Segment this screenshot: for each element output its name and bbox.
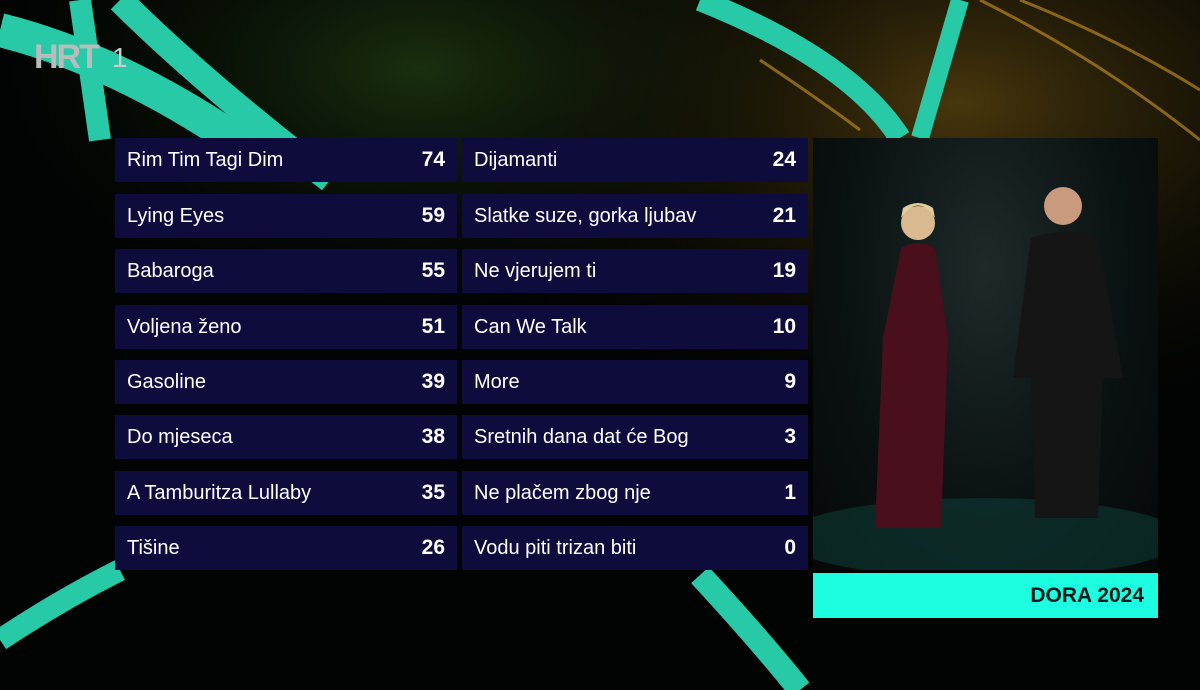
score-row: Babaroga 55 [115, 249, 457, 293]
song-name: Voljena ženo [127, 315, 242, 338]
song-points: 24 [772, 148, 796, 171]
song-name: Dijamanti [474, 148, 558, 171]
presenter-male [1013, 187, 1123, 518]
score-row: A Tamburitza Lullaby 35 [115, 471, 457, 515]
song-name: Can We Talk [474, 315, 587, 338]
song-points: 51 [421, 315, 445, 338]
score-row: Sretnih dana dat će Bog 3 [462, 415, 808, 459]
song-points: 9 [784, 370, 796, 393]
score-row: Rim Tim Tagi Dim 74 [115, 138, 457, 182]
score-row: Do mjeseca 38 [115, 415, 457, 459]
show-caption: DORA 2024 [813, 573, 1158, 618]
score-row: Can We Talk 10 [462, 305, 808, 349]
song-name: Ne vjerujem ti [474, 259, 597, 282]
song-points: 19 [772, 259, 796, 282]
song-name: Sretnih dana dat će Bog [474, 425, 689, 448]
song-name: Lying Eyes [127, 204, 225, 227]
song-points: 39 [421, 370, 445, 393]
song-points: 3 [784, 425, 796, 448]
score-row: Ne vjerujem ti 19 [462, 249, 808, 293]
hrt-logo: HRT [34, 38, 100, 76]
presenter-female [875, 203, 948, 528]
song-name: Vodu piti trizan biti [474, 536, 637, 559]
score-row: Voljena ženo 51 [115, 305, 457, 349]
presenters-video [813, 138, 1158, 570]
score-row: Tišine 26 [115, 526, 457, 570]
song-points: 0 [784, 536, 796, 559]
score-row: Slatke suze, gorka ljubav 21 [462, 194, 808, 238]
presenters-image [813, 187, 1158, 570]
song-name: A Tamburitza Lullaby [127, 481, 312, 504]
song-points: 21 [772, 204, 796, 227]
song-points: 35 [421, 481, 445, 504]
song-points: 10 [772, 315, 796, 338]
song-name: Gasoline [127, 370, 206, 393]
song-name: Ne plačem zbog nje [474, 481, 651, 504]
score-row: More 9 [462, 360, 808, 404]
channel-number: 1 [111, 41, 128, 73]
score-row: Ne plačem zbog nje 1 [462, 471, 808, 515]
score-row: Gasoline 39 [115, 360, 457, 404]
channel-logo: HRT 1 [34, 38, 127, 77]
song-points: 1 [784, 481, 796, 504]
song-points: 55 [421, 259, 445, 282]
score-row: Lying Eyes 59 [115, 194, 457, 238]
song-points: 38 [421, 425, 445, 448]
song-points: 26 [421, 536, 445, 559]
song-name: Rim Tim Tagi Dim [127, 148, 284, 171]
song-name: Slatke suze, gorka ljubav [474, 204, 697, 227]
song-name: Do mjeseca [127, 425, 233, 448]
song-name: Babaroga [127, 259, 214, 282]
song-name: More [474, 370, 520, 393]
score-row: Vodu piti trizan biti 0 [462, 526, 808, 570]
song-name: Tišine [127, 536, 180, 559]
song-points: 74 [421, 148, 445, 171]
song-points: 59 [421, 204, 445, 227]
score-row: Dijamanti 24 [462, 138, 808, 182]
